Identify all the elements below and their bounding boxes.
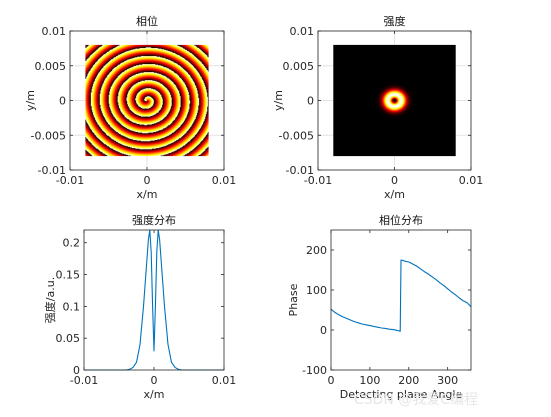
y-tick-label: -0.005	[279, 129, 314, 142]
y-tick-label: 0	[73, 364, 80, 377]
y-tick-label: 0.005	[283, 60, 315, 73]
chart-title: 相位	[136, 14, 158, 28]
y-tick-label: 0.01	[290, 25, 315, 38]
intensity-map-plot: -0.01 0 0.01 0.01 0.005 0 -0.005 -0.01 强度 x/m y/m	[272, 14, 483, 201]
x-tick-label: -0.01	[304, 174, 332, 187]
y-axis-label: Phase	[287, 283, 300, 316]
x-tick-label: -0.01	[56, 174, 84, 187]
x-tick-label: 0	[151, 374, 158, 387]
phase-map-plot: -0.01 0 0.01 0.01 0.005 0 -0.005 -0.01 相位 x/m y/m	[24, 14, 236, 201]
y-tick-label: -0.01	[38, 164, 66, 177]
x-axis-label: x/m	[144, 388, 165, 401]
y-tick-label: -0.005	[31, 129, 66, 142]
series-line-0	[330, 259, 472, 332]
y-axis-label: y/m	[272, 90, 285, 111]
x-tick-label: 300	[437, 374, 458, 387]
x-tick-label: 200	[398, 374, 419, 387]
heatmap-image	[85, 44, 209, 157]
y-tick-label: 0.01	[42, 25, 67, 38]
y-tick-label: 100	[306, 284, 327, 297]
x-tick-label: 0.01	[212, 374, 237, 387]
y-tick-label: 0.1	[63, 300, 81, 313]
x-axis-label: x/m	[384, 188, 405, 201]
heatmap-image	[333, 44, 456, 157]
x-tick-label: 0	[144, 174, 151, 187]
y-tick-label: 0.05	[56, 332, 81, 345]
x-axis-label: Detecting plane Angle	[340, 388, 463, 401]
x-tick-label: 0	[328, 374, 335, 387]
y-tick-label: -0.01	[286, 164, 314, 177]
x-tick-label: -0.01	[70, 374, 98, 387]
x-axis-label: x/m	[137, 188, 158, 201]
y-tick-label: 0	[320, 324, 327, 337]
y-tick-label: 0	[307, 95, 314, 108]
x-tick-label: 0.01	[212, 174, 237, 187]
x-tick-label: 0	[391, 174, 398, 187]
axes-box	[330, 229, 472, 371]
y-tick-label: 200	[306, 244, 327, 257]
chart-title: 强度分布	[132, 213, 176, 227]
watermark: CSDN @我爱C编程	[354, 392, 478, 408]
y-axis-label: y/m	[24, 90, 37, 111]
series-line-0	[84, 229, 224, 371]
y-tick-label: -100	[302, 364, 327, 377]
y-tick-label: 0.2	[63, 237, 81, 250]
x-tick-label: 100	[359, 374, 380, 387]
y-tick-label: 0	[59, 95, 66, 108]
y-tick-label: 0.15	[56, 269, 81, 282]
y-axis-label: 强度/a.u.	[43, 277, 57, 323]
x-tick-label: 0.01	[459, 174, 484, 187]
y-tick-label: 0.005	[35, 60, 67, 73]
chart-title: 相位分布	[379, 213, 423, 227]
chart-title: 强度	[384, 14, 406, 28]
